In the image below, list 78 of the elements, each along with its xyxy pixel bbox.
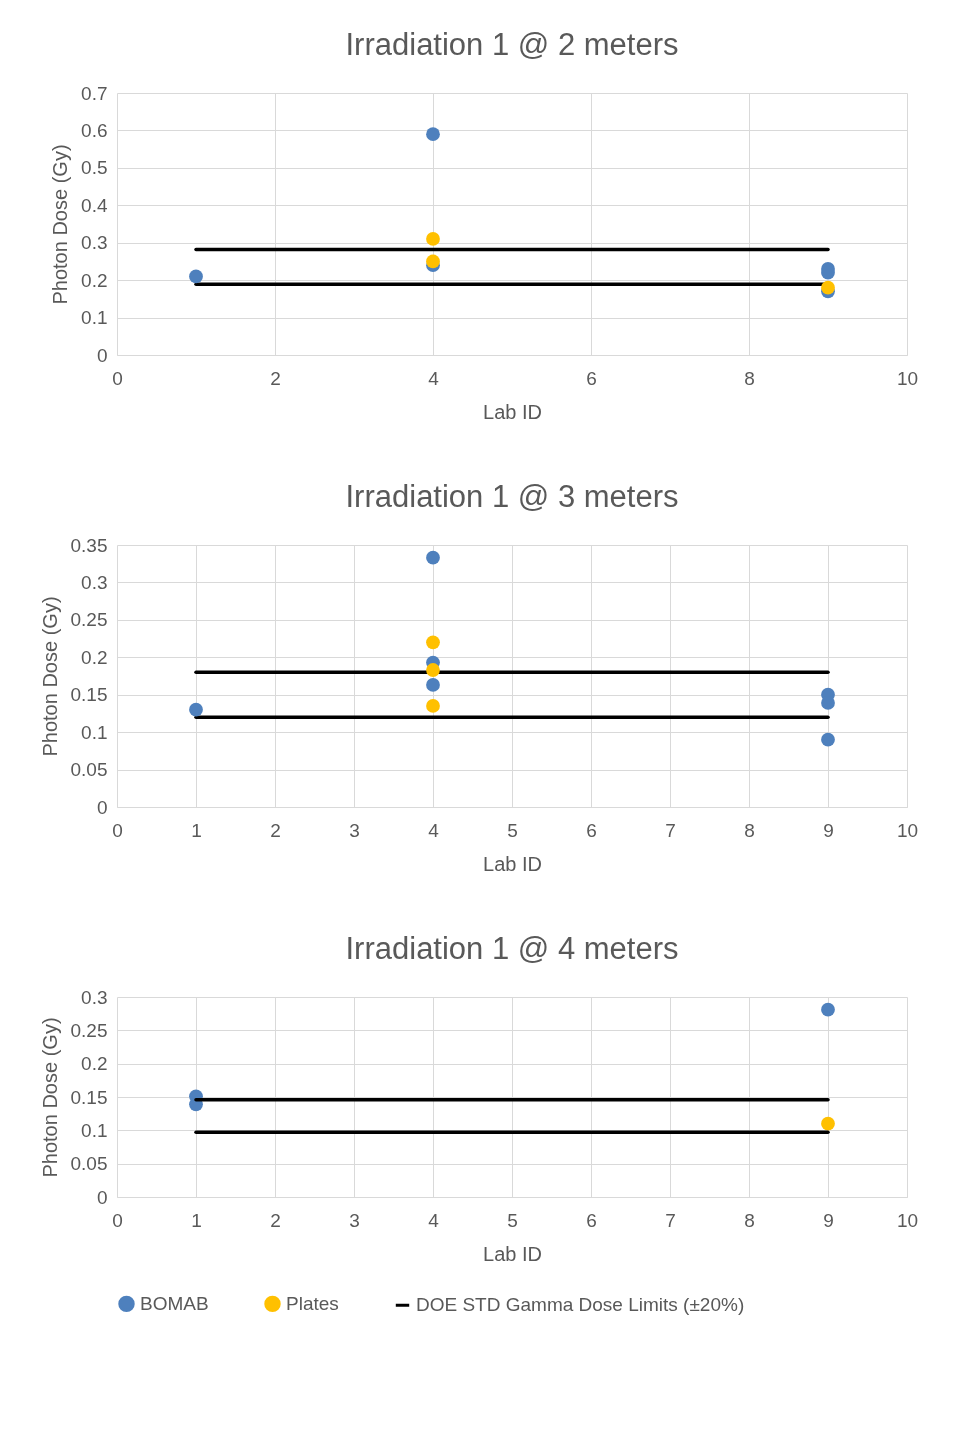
y-tick-label: 0.05 (70, 759, 108, 781)
y-tick-label: 0.2 (81, 1053, 108, 1075)
x-tick-label: 10 (896, 367, 919, 389)
legend-label: Plates (286, 1292, 339, 1314)
y-tick-label: 0.7 (81, 82, 108, 104)
x-tick-label: 0 (112, 819, 123, 841)
point (426, 550, 440, 565)
x-tick-label: 9 (823, 1209, 834, 1231)
y-tick-label: 0.3 (81, 986, 108, 1008)
point (426, 678, 440, 692)
legend-label: DOE STD Gamma Dose Limits (±20%) (416, 1294, 745, 1316)
x-tick-label: 6 (586, 367, 597, 389)
point (821, 280, 835, 295)
x-tick-label: 5 (507, 819, 518, 841)
y-tick-label: 0.15 (70, 684, 108, 706)
x-tick-label: 0 (112, 1209, 123, 1231)
y-tick-label: 0.35 (70, 534, 108, 556)
point (189, 269, 203, 284)
point (426, 232, 440, 246)
x-tick-label: 7 (665, 819, 676, 841)
x-tick-label: 3 (349, 819, 360, 841)
x-tick-label: 1 (191, 819, 202, 841)
x-tick-label: 0 (112, 367, 123, 389)
x-tick-label: 10 (896, 819, 919, 841)
x-tick-label: 4 (428, 367, 440, 389)
x-tick-label: 2 (270, 367, 281, 389)
x-tick-label: 2 (270, 819, 281, 841)
x-tick-label: 4 (428, 1209, 440, 1231)
point (821, 732, 835, 747)
x-axis-title: Lab ID (483, 852, 542, 875)
point (189, 702, 203, 717)
y-tick-label: 0.25 (70, 1019, 108, 1041)
y-tick-label: 0.3 (81, 232, 108, 254)
y-axis-title: Photon Dose (Gy) (38, 596, 61, 757)
y-tick-label: 0.1 (81, 721, 108, 743)
y-tick-label: 0.2 (81, 646, 108, 668)
chart-title: Irradiation 1 @ 2 meters (345, 27, 679, 62)
y-axis-title: Photon Dose (Gy) (49, 144, 72, 305)
point (821, 1002, 835, 1017)
x-tick-label: 4 (428, 819, 440, 841)
y-tick-label: 0.1 (81, 307, 108, 329)
point (426, 635, 440, 650)
point (821, 696, 835, 710)
x-tick-label: 9 (823, 819, 834, 841)
y-tick-label: 0.6 (81, 119, 108, 141)
x-tick-label: 6 (586, 1209, 597, 1231)
chart-title: Irradiation 1 @ 3 meters (345, 479, 679, 514)
x-tick-label: 8 (744, 1209, 755, 1231)
x-axis-title: Lab ID (483, 1242, 542, 1265)
y-tick-label: 0.25 (70, 609, 108, 631)
y-tick-label: 0 (96, 1186, 108, 1208)
y-tick-label: 0.2 (81, 269, 108, 291)
y-tick-label: 0 (96, 796, 108, 818)
x-axis-title: Lab ID (483, 400, 542, 423)
x-tick-label: 10 (896, 1209, 919, 1231)
legend-label: BOMAB (140, 1292, 209, 1314)
y-tick-label: 0.3 (81, 571, 108, 593)
x-tick-label: 5 (507, 1209, 518, 1231)
x-tick-label: 7 (665, 1209, 676, 1231)
x-tick-label: 3 (349, 1209, 360, 1231)
y-tick-label: 0.15 (70, 1086, 108, 1108)
y-tick-label: 0.5 (81, 157, 108, 179)
x-tick-label: 2 (270, 1209, 281, 1231)
y-axis-title: Photon Dose (Gy) (38, 1017, 61, 1178)
point (426, 127, 440, 142)
y-tick-label: 0 (96, 344, 108, 366)
x-tick-label: 8 (744, 819, 755, 841)
y-tick-label: 0.4 (81, 194, 108, 216)
x-tick-label: 8 (744, 367, 755, 389)
x-tick-label: 1 (191, 1209, 202, 1231)
y-tick-label: 0.05 (70, 1153, 108, 1175)
chart-title: Irradiation 1 @ 4 meters (345, 931, 679, 966)
point (426, 699, 440, 713)
point (426, 663, 440, 677)
point (821, 1116, 835, 1131)
y-tick-label: 0.1 (81, 1119, 108, 1141)
point (426, 254, 440, 269)
x-tick-label: 6 (586, 819, 597, 841)
